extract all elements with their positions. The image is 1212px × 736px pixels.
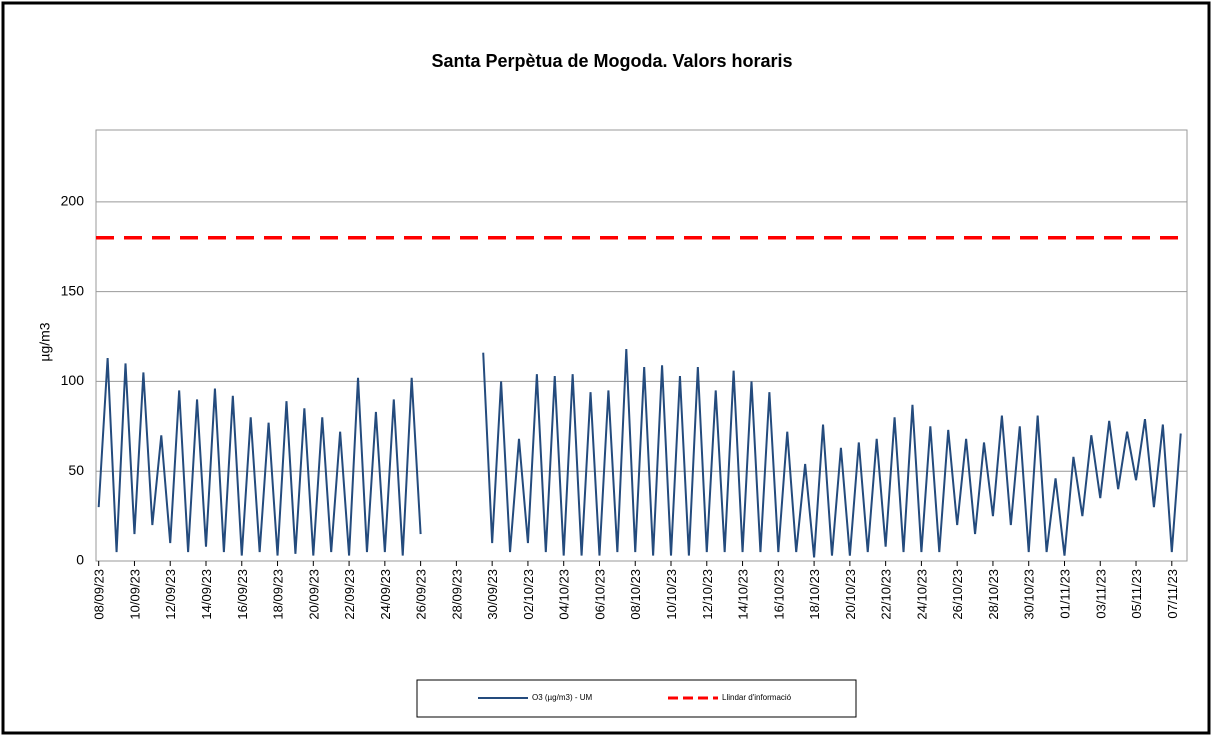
x-tick-label: 26/10/23 <box>950 569 965 620</box>
y-axis-label: µg/m3 <box>37 322 53 361</box>
x-tick-label: 07/11/23 <box>1165 569 1180 619</box>
y-tick-label: 100 <box>61 372 85 388</box>
x-tick-label: 20/10/23 <box>843 569 858 620</box>
x-tick-label: 08/10/23 <box>628 569 643 620</box>
x-tick-label: 14/09/23 <box>199 569 214 620</box>
x-tick-label: 20/09/23 <box>306 569 321 620</box>
x-tick-label: 18/10/23 <box>807 569 822 620</box>
y-tick-label: 150 <box>61 282 85 298</box>
x-tick-label: 30/09/23 <box>485 569 500 620</box>
y-tick-label: 50 <box>68 462 84 478</box>
x-tick-label: 12/09/23 <box>163 569 178 620</box>
x-tick-label: 28/10/23 <box>986 569 1001 620</box>
x-tick-label: 05/11/23 <box>1129 569 1144 619</box>
x-tick-label: 18/09/23 <box>271 569 286 620</box>
x-tick-label: 30/10/23 <box>1022 569 1037 620</box>
x-tick-label: 22/10/23 <box>879 569 894 620</box>
x-tick-label: 22/09/23 <box>342 569 357 620</box>
x-tick-label: 16/10/23 <box>771 569 786 620</box>
x-tick-label: 26/09/23 <box>414 569 429 620</box>
x-tick-label: 04/10/23 <box>557 569 572 620</box>
legend-label: O3 (µg/m3) - UM <box>532 693 593 702</box>
x-tick-label: 24/10/23 <box>914 569 929 620</box>
y-tick-label: 0 <box>76 552 84 568</box>
plot-border <box>95 129 1188 562</box>
x-tick-label: 10/10/23 <box>664 569 679 620</box>
legend-label: Llindar d'informació <box>722 693 792 702</box>
chart-title: Santa Perpètua de Mogoda. Valors horaris <box>431 51 792 71</box>
x-tick-label: 06/10/23 <box>592 569 607 620</box>
data-line <box>97 349 1182 558</box>
x-tick-label: 02/10/23 <box>521 569 536 620</box>
x-tick-label: 14/10/23 <box>736 569 751 620</box>
x-tick-label: 12/10/23 <box>700 569 715 620</box>
x-tick-label: 24/09/23 <box>378 569 393 620</box>
y-tick-label: 200 <box>61 193 85 209</box>
x-tick-label: 08/09/23 <box>92 569 107 620</box>
x-tick-label: 01/11/23 <box>1057 569 1072 619</box>
x-tick-label: 10/09/23 <box>127 569 142 620</box>
x-tick-label: 28/09/23 <box>449 569 464 620</box>
x-tick-label: 16/09/23 <box>235 569 250 620</box>
x-tick-label: 03/11/23 <box>1093 569 1108 619</box>
